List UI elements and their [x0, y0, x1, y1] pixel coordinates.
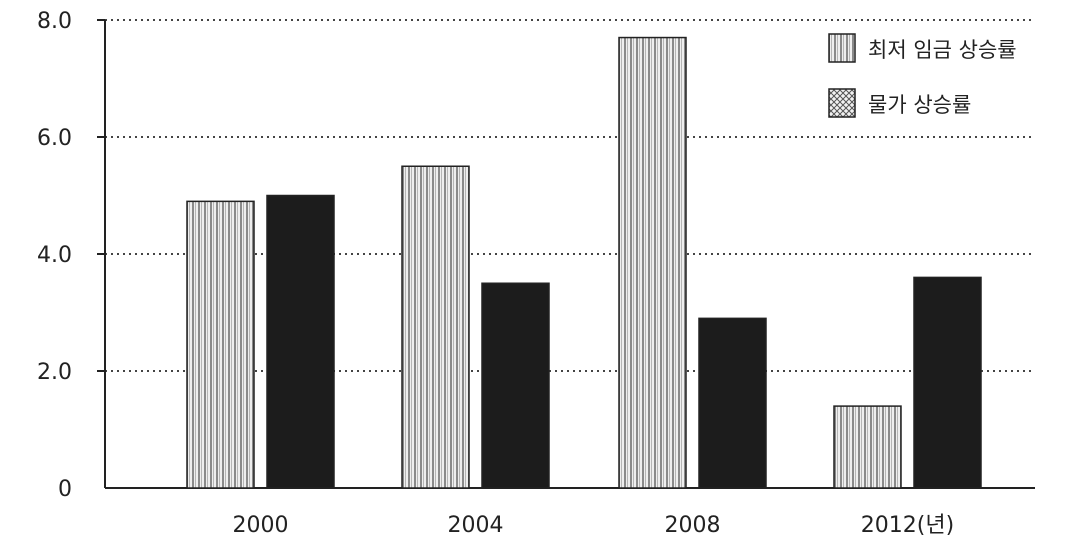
legend-label-price: 물가 상승률 [868, 93, 971, 117]
x-tick-label: 2008 [665, 513, 721, 538]
y-tick-label: 2.0 [37, 360, 72, 385]
y-tick-labels: 0 2.0 4.0 6.0 8.0 [37, 9, 72, 502]
bar-min-wage [186, 200, 255, 489]
legend-swatch-price [828, 88, 856, 118]
legend-label-min-wage: 최저 임금 상승률 [868, 38, 1017, 62]
gridlines [97, 19, 1035, 372]
x-tick-label: 2000 [233, 513, 289, 538]
bar-price [913, 276, 982, 489]
x-tick-label: 2004 [448, 513, 504, 538]
bar-price [266, 194, 335, 489]
bar-min-wage [618, 36, 687, 489]
legend-swatch-min-wage [828, 33, 856, 63]
y-tick-label: 6.0 [37, 126, 72, 151]
y-tick-label: 0 [58, 477, 72, 502]
bar-min-wage [833, 405, 902, 489]
x-tick-label: 2012(년) [861, 513, 954, 538]
bar-price [481, 282, 550, 489]
bar-min-wage [401, 165, 470, 489]
bar-price [698, 317, 767, 489]
legend: 최저 임금 상승률 물가 상승률 [828, 33, 1017, 118]
bars [186, 36, 982, 489]
x-tick-labels: 2000 2004 2008 2012(년) [233, 513, 955, 538]
y-tick-label: 8.0 [37, 9, 72, 34]
y-tick-label: 4.0 [37, 243, 72, 268]
